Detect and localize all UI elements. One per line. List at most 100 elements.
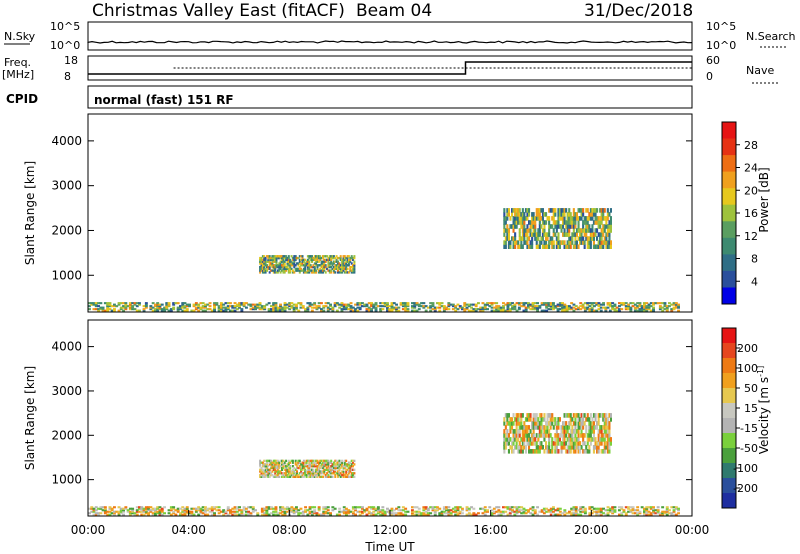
heatmap-cell [528,208,531,213]
heatmap-cell [569,413,572,418]
heatmap-cell [552,308,555,311]
heatmap-cell [521,208,524,213]
heatmap-cell [332,265,335,269]
heatmap-cell [586,413,589,418]
heatmap-cell [281,463,283,466]
heatmap-cell [586,433,589,438]
heatmap-cell [602,449,605,454]
heatmap-cell [138,507,141,510]
heatmap-cell [554,449,557,454]
heatmap-cell [270,473,273,477]
heatmap-cell [309,463,312,466]
nave-tick-bottom: 0 [706,70,713,83]
heatmap-cell [503,437,506,442]
heatmap-cell [287,255,290,258]
heatmap-cell [562,445,565,450]
heatmap-cell [602,228,605,233]
heatmap-cell [296,262,298,265]
heatmap-cell [327,475,330,478]
heatmap-cell [392,509,396,512]
heatmap-cell [335,264,338,267]
heatmap-cell [289,271,292,274]
heatmap-cell [322,271,324,274]
heatmap-cell [594,212,597,217]
heatmap-cell [304,309,307,312]
heatmap-cell [445,308,448,311]
heatmap-cell [110,309,114,312]
heatmap-cell [337,264,339,267]
heatmap-cell [292,309,296,312]
heatmap-cell [602,302,605,305]
heatmap-cell [306,306,310,309]
heatmap-cell [520,445,523,450]
heatmap-cell [290,305,294,308]
heatmap-cell [483,513,487,516]
heatmap-cell [542,303,546,306]
heatmap-cell [113,309,116,312]
heatmap-cell [351,506,355,509]
heatmap-cell [289,265,292,269]
heatmap-cell [322,475,324,478]
heatmap-cell [293,475,296,478]
heatmap-cell [538,425,541,430]
heatmap-cell [370,506,373,509]
heatmap-cell [97,309,100,312]
heatmap-cell [300,468,303,471]
heatmap-cell [467,512,471,515]
heatmap-cell [406,309,410,312]
heatmap-cell [522,305,526,308]
heatmap-cell [472,303,476,306]
heatmap-cell [299,306,303,309]
heatmap-cell [293,256,296,260]
heatmap-cell [591,232,594,237]
heatmap-cell [290,255,293,258]
heatmap-cell [317,255,320,258]
heatmap-cell [523,228,526,233]
heatmap-cell [169,513,173,516]
heatmap-cell [278,472,281,475]
heatmap-cell [574,224,577,229]
heatmap-cell [558,305,562,308]
heatmap-cell [176,306,180,309]
heatmap-cell [258,303,262,306]
heatmap-cell [363,509,367,512]
heatmap-cell [106,302,110,305]
heatmap-cell [514,216,517,221]
heatmap-cell [563,429,566,434]
heatmap-cell [329,512,332,515]
heatmap-cell [92,507,96,510]
heatmap-cell [268,255,271,258]
heatmap-cell [322,269,324,272]
heatmap-cell [242,507,246,510]
heatmap-cell [594,417,597,422]
heatmap-cell [429,506,433,509]
heatmap-cell [390,306,394,309]
heatmap-cell [531,513,535,516]
heatmap-cell [568,449,571,454]
heatmap-cell [289,470,292,473]
heatmap-cell [499,512,503,515]
heatmap-cell [558,208,561,213]
heatmap-cell [454,513,458,516]
heatmap-cell [388,308,392,311]
heatmap-cell [301,306,305,309]
heatmap-cell [663,302,667,305]
heatmap-cell [345,463,348,466]
heatmap-cell [609,244,612,249]
heatmap-cell [317,461,320,464]
heatmap-cell [556,308,560,311]
heatmap-cell [144,303,148,306]
heatmap-cell [217,308,221,311]
heatmap-cell [311,269,313,272]
heatmap-cell [552,232,555,237]
heatmap-cell [595,507,599,510]
heatmap-cell [395,309,398,312]
heatmap-cell [569,216,572,221]
heatmap-cell [274,302,278,305]
heatmap-cell [449,303,453,306]
heatmap-cell [103,506,107,509]
heatmap-cell [577,220,580,225]
heatmap-cell [94,308,98,311]
heatmap-cell [312,470,315,473]
heatmap-cell [577,236,580,241]
